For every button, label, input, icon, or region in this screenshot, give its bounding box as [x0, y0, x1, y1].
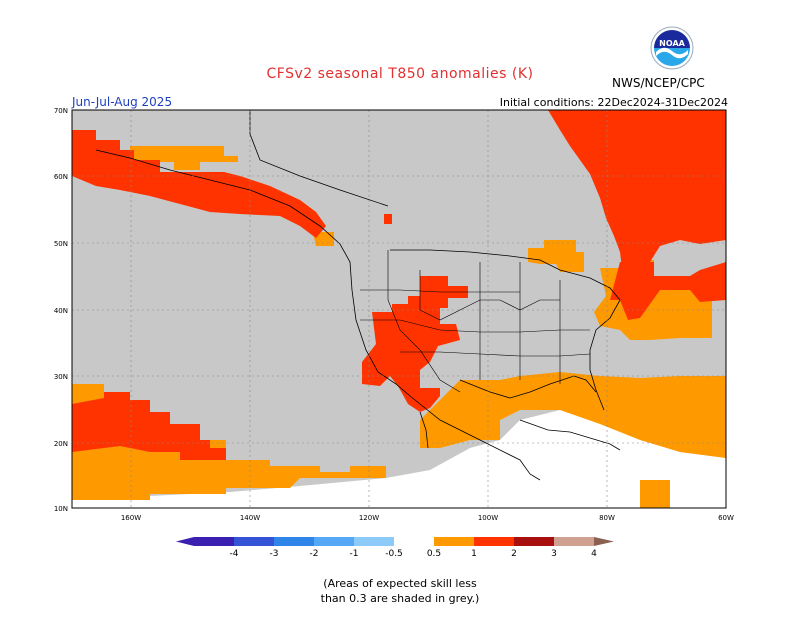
legend-tick-label: -3: [270, 549, 279, 559]
legend-tick-label: 4: [591, 549, 597, 559]
lon-label: 160W: [121, 514, 141, 522]
legend-swatch: [434, 537, 474, 546]
lon-label: 140W: [240, 514, 260, 522]
legend-swatch: [234, 537, 274, 546]
lat-label: 30N: [54, 373, 68, 381]
graticule: [72, 110, 726, 508]
legend-swatch: [354, 537, 394, 546]
legend-arrow-left: [176, 537, 194, 546]
season-label: Jun-Jul-Aug 2025: [72, 95, 173, 109]
lat-label: 70N: [54, 107, 68, 115]
legend-swatch: [554, 537, 594, 546]
noaa-logo-icon: NOAA: [650, 26, 694, 70]
legend-tick-label: 0.5: [427, 549, 441, 559]
skill-footnote: (Areas of expected skill less than 0.3 a…: [0, 576, 800, 606]
legend-swatch: [514, 537, 554, 546]
lat-label: 40N: [54, 307, 68, 315]
footnote-line-2: than 0.3 are shaded in grey.): [320, 592, 480, 605]
footnote-line-1: (Areas of expected skill less: [323, 577, 477, 590]
lat-label: 10N: [54, 505, 68, 513]
white-region: [72, 410, 726, 508]
legend-swatch: [394, 537, 434, 546]
legend-swatch: [274, 537, 314, 546]
political-borders: [360, 250, 591, 393]
legend-tick-label: 2: [511, 549, 517, 559]
map-frame: [71, 109, 727, 509]
legend-tick-label: -1: [350, 549, 359, 559]
lon-label: 60W: [718, 514, 734, 522]
legend-swatch: [194, 537, 234, 546]
lon-label: 120W: [359, 514, 379, 522]
logo-text: NOAA: [659, 39, 685, 48]
legend-arrow-right: [594, 537, 614, 546]
legend-tick-label: 1: [471, 549, 477, 559]
legend-swatch: [474, 537, 514, 546]
initial-conditions-label: Initial conditions: 22Dec2024-31Dec2024: [499, 96, 728, 109]
legend-tick-label: -4: [230, 549, 239, 559]
legend-swatch: [314, 537, 354, 546]
legend-tick-label: -0.5: [385, 549, 403, 559]
lon-label: 80W: [599, 514, 615, 522]
legend-tick-label: 3: [551, 549, 557, 559]
lat-label: 50N: [54, 240, 68, 248]
lat-label: 20N: [54, 440, 68, 448]
lon-label: 100W: [478, 514, 498, 522]
map-title: CFSv2 seasonal T850 anomalies (K): [266, 66, 534, 82]
anomaly-red: [72, 110, 726, 460]
agency-label: NWS/NCEP/CPC: [612, 76, 705, 90]
lat-label: 60N: [54, 173, 68, 181]
legend-tick-label: -2: [310, 549, 319, 559]
